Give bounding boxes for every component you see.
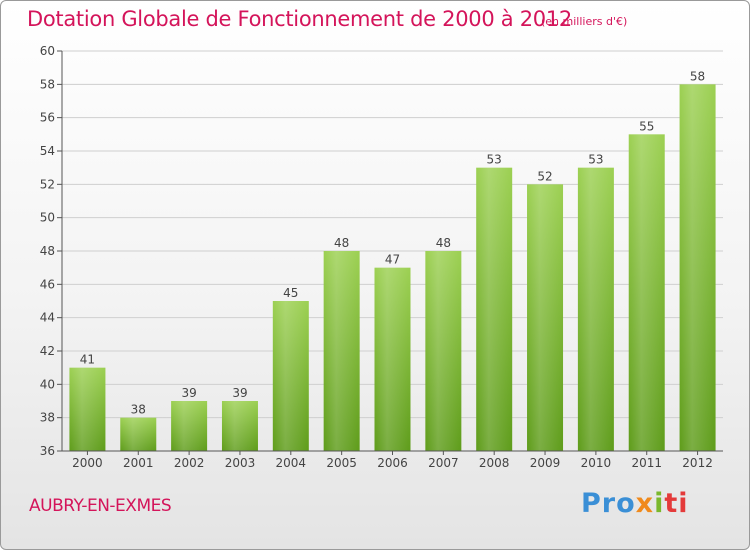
bar-shine-2011 [628,134,665,452]
logo-part-1: Pro [581,488,636,519]
y-tick-label: 46 [40,277,55,291]
y-tick-label: 40 [40,377,55,391]
bar-shine-2006 [374,267,411,451]
y-tick-label: 56 [40,111,55,125]
data-label: 41 [80,353,95,367]
commune-name: AUBRY-EN-EXMES [29,496,172,516]
data-label: 39 [181,386,196,400]
data-label: 39 [232,386,247,400]
x-tick-label: 2011 [631,456,662,470]
data-label: 47 [385,253,400,267]
data-label: 55 [639,119,654,133]
x-tick-label: 2001 [123,456,154,470]
bar-shine-2010 [577,167,614,451]
bar-shine-2008 [476,167,513,451]
y-tick-label: 48 [40,244,55,258]
bar-shine-2003 [221,401,258,451]
y-tick-label: 58 [40,77,55,91]
x-tick-label: 2000 [72,456,103,470]
data-label: 53 [588,153,603,167]
x-tick-label: 2007 [428,456,459,470]
y-tick-label: 36 [40,444,55,458]
labels: 36 38 40 42 44 46 48 50 52 54 56 58 60 41 2000 38 2001 39… [40,44,713,470]
data-label: 48 [334,236,349,250]
data-label: 48 [436,236,451,250]
data-label: 45 [283,286,298,300]
bar-shine-2002 [171,401,208,451]
x-tick-label: 2010 [581,456,612,470]
bar-shine-2005 [323,251,360,451]
bar-shine-2012 [679,84,716,451]
axes [57,50,723,455]
bar-shine-2009 [527,184,564,452]
y-tick-label: 42 [40,344,55,358]
x-tick-label: 2009 [530,456,561,470]
x-tick-label: 2012 [682,456,713,470]
logo-part-3: i [654,488,665,519]
proxiti-logo: Proxiti [581,488,689,519]
x-tick-label: 2004 [276,456,307,470]
y-tick-label: 44 [40,311,55,325]
x-tick-label: 2003 [225,456,256,470]
data-label: 53 [487,153,502,167]
x-tick-label: 2002 [174,456,205,470]
bar-shine-2004 [272,301,309,451]
y-tick-label: 38 [40,411,55,425]
bar-shine-2001 [120,417,157,451]
logo-part-4: ti [664,488,689,519]
y-tick-label: 52 [40,177,55,191]
bar-shine-2000 [69,367,106,451]
x-tick-label: 2006 [377,456,408,470]
data-label: 52 [537,169,552,183]
y-tick-label: 50 [40,211,55,225]
data-label: 38 [131,403,146,417]
logo-part-2: x [635,488,655,519]
data-label: 58 [690,69,705,83]
bar-shine-2007 [425,251,462,451]
x-tick-label: 2005 [326,456,357,470]
x-tick-label: 2008 [479,456,510,470]
chart-subtitle: (en milliers d'€) [541,15,628,28]
chart-title: Dotation Globale de Fonctionnement de 20… [27,7,572,31]
y-tick-label: 60 [40,44,55,58]
y-tick-label: 54 [40,144,55,158]
bars [69,84,716,452]
